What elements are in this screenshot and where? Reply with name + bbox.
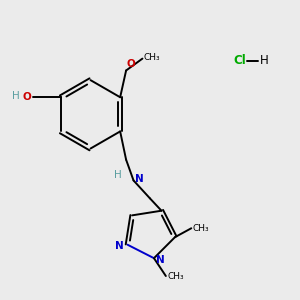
Text: CH₃: CH₃ — [193, 224, 209, 233]
Text: N: N — [135, 174, 144, 184]
Text: N: N — [156, 255, 165, 265]
Text: H: H — [260, 54, 269, 67]
Text: Cl: Cl — [233, 54, 246, 67]
Text: CH₃: CH₃ — [144, 53, 160, 62]
Text: O: O — [127, 59, 135, 69]
Text: H: H — [114, 170, 122, 180]
Text: N: N — [115, 241, 124, 251]
Text: O: O — [22, 92, 31, 102]
Text: H: H — [12, 91, 19, 101]
Text: CH₃: CH₃ — [167, 272, 184, 280]
